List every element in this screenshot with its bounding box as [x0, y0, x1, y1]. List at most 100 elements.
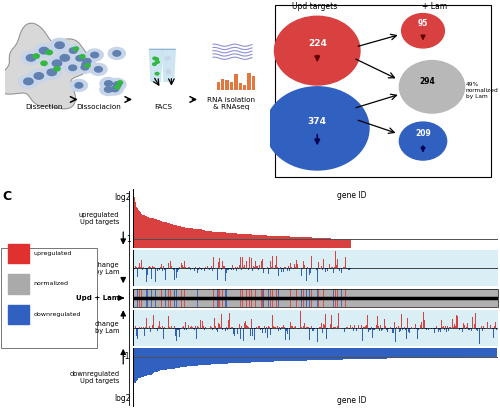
Circle shape [109, 79, 126, 90]
Bar [306, 327, 308, 328]
Bar [215, 232, 216, 247]
Bar [302, 289, 303, 307]
Circle shape [166, 70, 170, 73]
Bar [343, 289, 344, 307]
Bar [289, 236, 290, 247]
Bar [285, 349, 286, 361]
Bar [326, 349, 327, 360]
Bar [137, 208, 138, 247]
Bar [379, 349, 380, 359]
Bar [335, 289, 336, 307]
Bar [178, 268, 179, 270]
Bar [205, 349, 206, 365]
Bar [456, 349, 457, 358]
Bar [396, 327, 398, 328]
Bar [358, 349, 360, 359]
Bar [284, 349, 285, 361]
Bar [428, 349, 430, 358]
Bar [262, 259, 263, 268]
Bar [278, 328, 280, 331]
Bar [379, 328, 380, 331]
Bar [169, 268, 170, 269]
Bar [335, 327, 336, 328]
Bar [218, 289, 219, 307]
Bar [328, 349, 329, 360]
Bar [423, 312, 424, 328]
Bar [242, 349, 244, 363]
Bar [458, 349, 459, 358]
Bar [287, 349, 288, 361]
Bar [266, 267, 268, 268]
Bar [177, 226, 178, 247]
Bar [330, 349, 331, 360]
Bar [162, 268, 163, 270]
Text: FACS: FACS [154, 104, 172, 109]
Bar [262, 289, 263, 307]
Bar [234, 328, 236, 336]
Bar [318, 262, 320, 268]
Bar [318, 238, 320, 247]
Bar [158, 220, 160, 247]
Bar [291, 237, 292, 247]
Bar [298, 349, 299, 361]
Bar [252, 235, 253, 247]
Bar [253, 349, 254, 363]
Bar [288, 266, 289, 268]
Circle shape [29, 69, 48, 83]
Bar [158, 349, 160, 372]
Circle shape [41, 61, 47, 65]
Bar [135, 202, 136, 247]
Bar [186, 228, 188, 247]
Bar [298, 237, 299, 247]
Bar [495, 349, 496, 357]
Bar [204, 328, 205, 330]
Bar [221, 79, 224, 90]
Circle shape [47, 56, 67, 70]
Circle shape [75, 83, 83, 88]
Bar [223, 289, 224, 307]
Bar [257, 349, 258, 362]
Circle shape [111, 86, 118, 92]
Bar [493, 349, 494, 357]
Bar [329, 289, 330, 307]
Bar [139, 327, 140, 328]
Bar [214, 268, 215, 269]
Bar [135, 289, 136, 307]
Bar [296, 289, 297, 307]
Text: 1: 1 [126, 235, 130, 244]
Bar [141, 349, 142, 377]
Bar [290, 349, 291, 361]
Bar [165, 328, 166, 329]
Bar [293, 349, 294, 361]
Bar [415, 349, 416, 358]
Bar [324, 349, 325, 360]
Bar [182, 349, 183, 367]
Bar [336, 289, 337, 307]
Circle shape [152, 63, 156, 65]
Bar [136, 289, 137, 307]
Bar [376, 326, 377, 328]
Bar [205, 327, 206, 328]
Bar [228, 233, 230, 247]
Circle shape [60, 55, 70, 61]
Bar [394, 328, 396, 342]
Bar [260, 328, 261, 330]
Bar [290, 237, 291, 247]
Bar [216, 328, 217, 330]
Bar [226, 80, 228, 90]
Bar [418, 328, 419, 330]
Bar [416, 328, 417, 329]
Bar [459, 349, 460, 358]
Bar [230, 289, 232, 307]
Bar [258, 268, 259, 270]
Bar [176, 289, 177, 307]
Bar [276, 289, 278, 307]
Bar [452, 349, 453, 358]
Bar [137, 268, 138, 277]
Bar [194, 289, 196, 307]
Bar [249, 234, 250, 247]
Bar [374, 349, 375, 359]
Bar [173, 224, 174, 247]
Circle shape [274, 16, 360, 85]
Circle shape [86, 49, 103, 61]
